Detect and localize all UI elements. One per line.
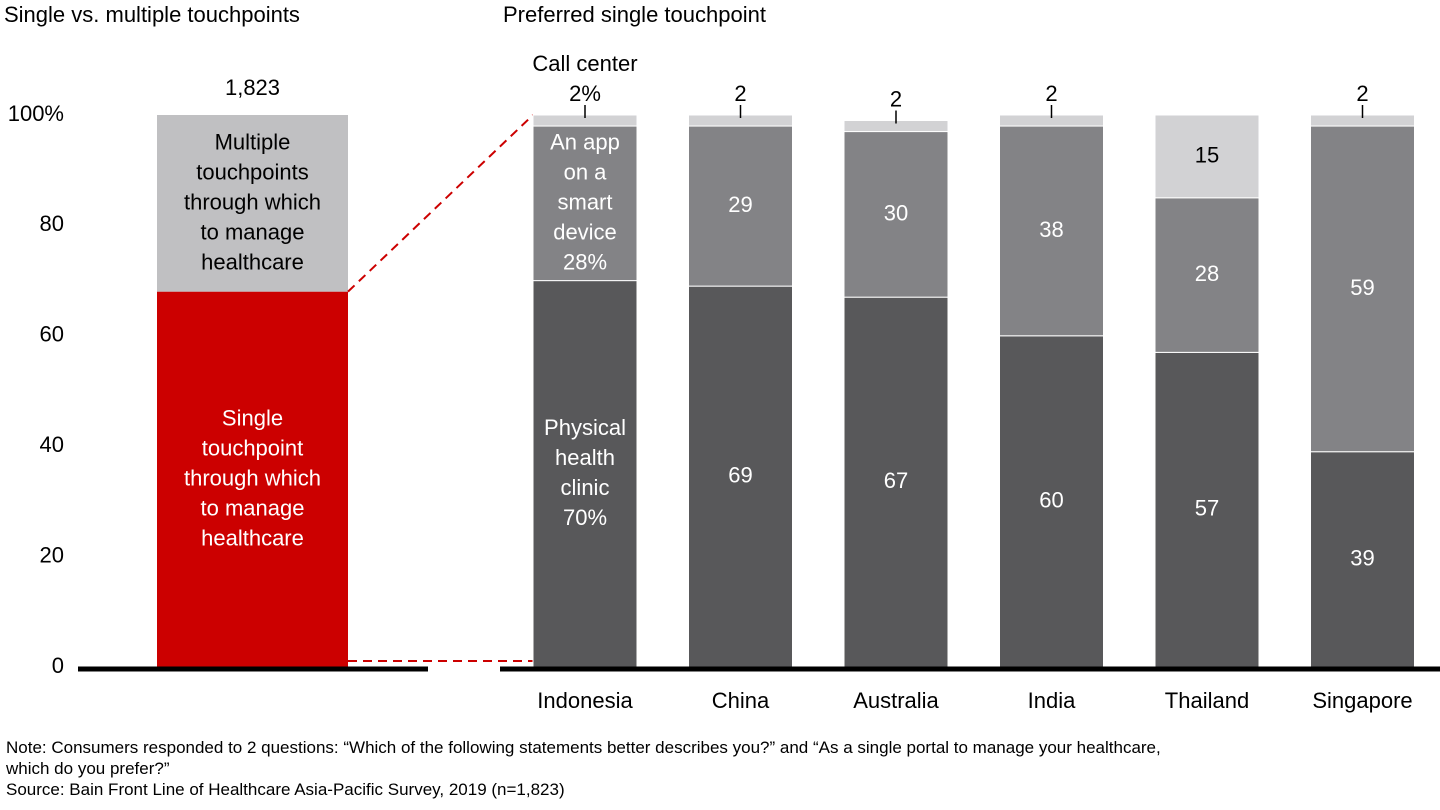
segment-label: 2	[1356, 81, 1368, 106]
category-label: Australia	[853, 688, 939, 713]
category-label: Thailand	[1165, 688, 1249, 713]
bar-segment	[1154, 197, 1260, 353]
category-label: China	[712, 688, 770, 713]
bar-segment	[1154, 351, 1260, 668]
left-bar-label: Single touchpoint through which to manage he…	[184, 405, 321, 550]
bar-segment	[1310, 125, 1415, 453]
source-line: Source: Bain Front Line of Healthcare As…	[6, 780, 565, 799]
left-total-label: 1,823	[225, 75, 280, 100]
segment-label: 2	[890, 86, 902, 111]
category-label: Singapore	[1312, 688, 1412, 713]
segment-label: 59	[1350, 275, 1374, 300]
country-stacked-bars: Physical health clinic 70% An app on a smart de…	[532, 51, 1415, 668]
category-label: India	[1028, 688, 1076, 713]
left-bar-segment	[157, 291, 348, 667]
bar-segment	[1310, 451, 1415, 668]
segment-label: 60	[1039, 487, 1063, 512]
category-label: Indonesia	[537, 688, 633, 713]
bar-segment	[532, 280, 638, 668]
bar-segment	[532, 125, 638, 282]
bar-segment	[999, 125, 1104, 337]
note-line-1: Note: Consumers responded to 2 questions…	[6, 738, 1161, 757]
note-line-2: which do you prefer?”	[6, 759, 170, 778]
bar-segment	[843, 296, 949, 668]
segment-label: 30	[884, 200, 908, 225]
segment-label: Physical health clinic 70%	[544, 415, 626, 530]
y-tick-label: 100%	[8, 101, 64, 126]
segment-label: 67	[884, 468, 908, 493]
left-stacked-bar: Single touchpoint through which to manage he…	[157, 75, 348, 667]
segment-label: 15	[1195, 142, 1219, 167]
segment-label: 57	[1195, 495, 1219, 520]
right-chart-title: Preferred single touchpoint	[503, 2, 766, 27]
segment-label: 28	[1195, 261, 1219, 286]
y-tick-label: 20	[40, 542, 64, 567]
y-axis-ticks: 0 20 40 60 80 100%	[8, 101, 64, 678]
breakdown-connector	[347, 114, 534, 662]
bar-segment	[688, 285, 793, 668]
bar-segment	[1154, 114, 1260, 199]
left-chart-title: Single vs. multiple touchpoints	[4, 2, 300, 27]
bar-segment	[999, 335, 1104, 668]
segment-label: 69	[728, 462, 752, 487]
segment-label: An app on a smart device 28%	[550, 129, 620, 274]
left-bar-segment	[157, 115, 348, 292]
segment-label: 2	[1045, 81, 1057, 106]
y-tick-label: 80	[40, 211, 64, 236]
y-tick-label: 40	[40, 432, 64, 457]
left-bar-label: Multiple touchpoints through which to manag…	[184, 129, 321, 274]
segment-label: 2	[734, 81, 746, 106]
y-tick-label: 0	[52, 653, 64, 678]
segment-label: 38	[1039, 217, 1063, 242]
connector-top	[347, 114, 534, 293]
segment-label: 29	[728, 192, 752, 217]
y-tick-label: 60	[40, 322, 64, 347]
category-labels: Indonesia China Australia India Thailand Sing…	[537, 688, 1412, 713]
segment-label: Call center 2%	[532, 51, 637, 106]
segment-label: 39	[1350, 545, 1374, 570]
